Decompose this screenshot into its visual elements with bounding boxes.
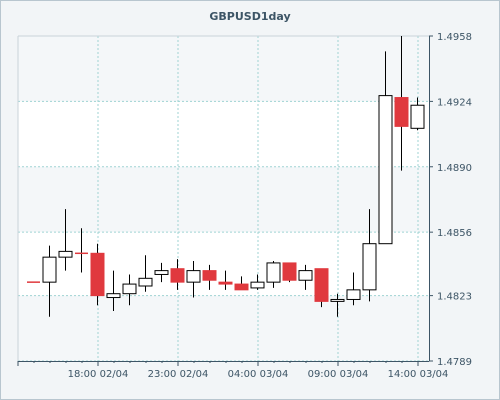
y-tick-label: 1.4789	[437, 357, 472, 368]
candle-body	[378, 95, 393, 245]
candle-body	[298, 270, 313, 281]
x-tick-label: 09:00 03/04	[308, 369, 369, 380]
candle	[250, 274, 265, 290]
candle-body	[282, 262, 297, 281]
candle	[58, 209, 73, 271]
candle	[410, 97, 425, 131]
candle-body	[122, 283, 137, 295]
candle-body	[394, 97, 409, 127]
candle-body	[106, 293, 121, 299]
candle-body	[170, 268, 185, 283]
candle	[234, 276, 249, 291]
candle	[362, 209, 377, 302]
plot-band	[18, 36, 429, 102]
candle	[75, 228, 88, 273]
candle	[314, 268, 329, 308]
candle	[122, 274, 137, 306]
candle	[138, 255, 153, 292]
x-tick-label: 04:00 03/04	[228, 369, 289, 380]
plot-band	[18, 295, 429, 361]
x-tick-label: 23:00 02/04	[148, 369, 209, 380]
candle	[282, 262, 297, 283]
y-tick-label: 1.4856	[437, 228, 472, 239]
candle-body	[266, 262, 281, 283]
candle	[42, 245, 57, 317]
y-tick-label: 1.4890	[437, 163, 472, 174]
candle	[346, 272, 361, 306]
candle-body	[362, 243, 377, 291]
candle	[186, 261, 201, 298]
y-tick-label: 1.4924	[437, 97, 472, 108]
candle-body	[138, 277, 153, 287]
candle	[154, 262, 169, 283]
candle	[394, 36, 409, 171]
candle	[202, 264, 217, 290]
x-tick-label: 14:00 03/04	[388, 369, 449, 380]
candle-body	[154, 270, 169, 275]
candle	[106, 270, 121, 311]
candle	[378, 51, 393, 245]
candle-body	[410, 104, 425, 129]
candle	[218, 270, 233, 290]
candle-body	[330, 298, 345, 302]
candle	[170, 259, 185, 290]
candle-body	[58, 250, 73, 258]
candle-body	[90, 252, 105, 297]
y-tick-label: 1.4958	[437, 32, 472, 43]
candle	[298, 264, 313, 290]
candle	[90, 243, 105, 306]
x-tick-label: 18:00 02/04	[68, 369, 129, 380]
chart-title: GBPUSD1day	[209, 10, 291, 23]
y-tick-label: 1.4823	[437, 292, 472, 303]
candle-body	[250, 281, 265, 289]
candle-body	[346, 289, 361, 300]
candle	[266, 261, 281, 288]
candle-body	[314, 268, 329, 302]
candle-body	[186, 270, 201, 283]
candle-body	[42, 256, 57, 283]
candle	[330, 293, 345, 317]
candle-body	[218, 281, 233, 285]
candle-body	[234, 283, 249, 291]
candle-body	[202, 270, 217, 281]
plot-band	[18, 166, 429, 233]
